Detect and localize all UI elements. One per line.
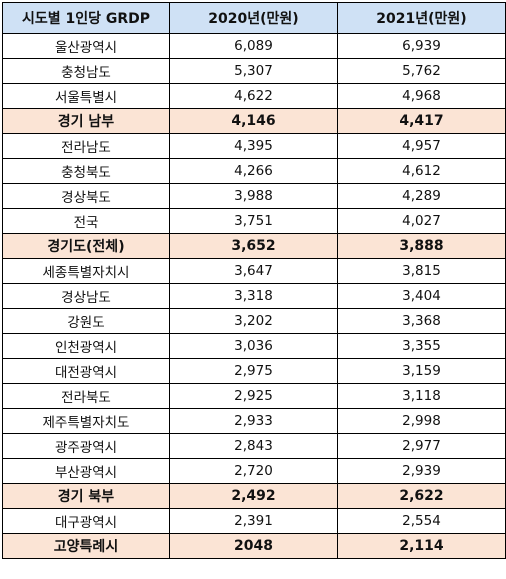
value-2021-cell: 4,027 bbox=[337, 208, 506, 234]
value-2020-cell: 3,318 bbox=[169, 283, 338, 309]
value-2021-cell: 4,612 bbox=[337, 158, 506, 184]
value-2021-cell: 5,762 bbox=[337, 58, 506, 84]
value-2020-cell: 2,843 bbox=[169, 433, 338, 459]
region-cell: 경상남도 bbox=[2, 283, 170, 309]
table-row: 서울특별시 4,622 4,968 bbox=[2, 83, 506, 109]
value-2021-cell: 2,554 bbox=[337, 508, 506, 534]
value-2020-cell: 4,622 bbox=[169, 83, 338, 109]
header-2021: 2021년(만원) bbox=[337, 2, 506, 34]
region-cell: 인천광역시 bbox=[2, 333, 170, 359]
value-2021-cell: 3,404 bbox=[337, 283, 506, 309]
region-cell: 대전광역시 bbox=[2, 358, 170, 384]
table-row: 고양특례시 2048 2,114 bbox=[2, 533, 506, 559]
table-row: 경기도(전체) 3,652 3,888 bbox=[2, 233, 506, 259]
value-2021-cell: 2,998 bbox=[337, 408, 506, 434]
header-region: 시도별 1인당 GRDP bbox=[2, 2, 170, 34]
value-2021-cell: 2,114 bbox=[337, 533, 506, 559]
header-2020: 2020년(만원) bbox=[169, 2, 338, 34]
value-2020-cell: 3,751 bbox=[169, 208, 338, 234]
value-2020-cell: 6,089 bbox=[169, 33, 338, 59]
value-2020-cell: 2048 bbox=[169, 533, 338, 559]
value-2021-cell: 3,815 bbox=[337, 258, 506, 284]
value-2020-cell: 3,647 bbox=[169, 258, 338, 284]
value-2020-cell: 3,202 bbox=[169, 308, 338, 334]
value-2020-cell: 3,036 bbox=[169, 333, 338, 359]
region-cell: 광주광역시 bbox=[2, 433, 170, 459]
region-cell: 고양특례시 bbox=[2, 533, 170, 559]
table-row: 전라남도 4,395 4,957 bbox=[2, 133, 506, 159]
value-2021-cell: 6,939 bbox=[337, 33, 506, 59]
region-cell: 전라남도 bbox=[2, 133, 170, 159]
region-cell: 대구광역시 bbox=[2, 508, 170, 534]
value-2021-cell: 4,289 bbox=[337, 183, 506, 209]
table-row: 제주특별자치도 2,933 2,998 bbox=[2, 408, 506, 434]
table-row: 강원도 3,202 3,368 bbox=[2, 308, 506, 334]
region-cell: 전국 bbox=[2, 208, 170, 234]
region-cell: 경기 북부 bbox=[2, 483, 170, 509]
region-cell: 경기 남부 bbox=[2, 108, 170, 134]
table-row: 세종특별자치시 3,647 3,815 bbox=[2, 258, 506, 284]
value-2021-cell: 2,939 bbox=[337, 458, 506, 484]
region-cell: 경상북도 bbox=[2, 183, 170, 209]
region-cell: 충청북도 bbox=[2, 158, 170, 184]
value-2020-cell: 3,652 bbox=[169, 233, 338, 259]
value-2020-cell: 4,266 bbox=[169, 158, 338, 184]
region-cell: 울산광역시 bbox=[2, 33, 170, 59]
region-cell: 경기도(전체) bbox=[2, 233, 170, 259]
table-row: 충청남도 5,307 5,762 bbox=[2, 58, 506, 84]
region-cell: 제주특별자치도 bbox=[2, 408, 170, 434]
table-row: 전라북도 2,925 3,118 bbox=[2, 383, 506, 409]
value-2020-cell: 4,146 bbox=[169, 108, 338, 134]
table-row: 충청북도 4,266 4,612 bbox=[2, 158, 506, 184]
value-2020-cell: 2,925 bbox=[169, 383, 338, 409]
table-row: 광주광역시 2,843 2,977 bbox=[2, 433, 506, 459]
value-2020-cell: 3,988 bbox=[169, 183, 338, 209]
value-2020-cell: 2,492 bbox=[169, 483, 338, 509]
table-row: 울산광역시 6,089 6,939 bbox=[2, 33, 506, 59]
table-row: 대구광역시 2,391 2,554 bbox=[2, 508, 506, 534]
value-2021-cell: 3,118 bbox=[337, 383, 506, 409]
region-cell: 세종특별자치시 bbox=[2, 258, 170, 284]
region-cell: 강원도 bbox=[2, 308, 170, 334]
region-cell: 전라북도 bbox=[2, 383, 170, 409]
table-row: 인천광역시 3,036 3,355 bbox=[2, 333, 506, 359]
region-cell: 부산광역시 bbox=[2, 458, 170, 484]
table-row: 경상북도 3,988 4,289 bbox=[2, 183, 506, 209]
value-2021-cell: 4,968 bbox=[337, 83, 506, 109]
table-row: 경상남도 3,318 3,404 bbox=[2, 283, 506, 309]
value-2021-cell: 3,888 bbox=[337, 233, 506, 259]
value-2021-cell: 3,355 bbox=[337, 333, 506, 359]
value-2020-cell: 4,395 bbox=[169, 133, 338, 159]
value-2021-cell: 2,622 bbox=[337, 483, 506, 509]
grdp-table: 시도별 1인당 GRDP 2020년(만원) 2021년(만원) 울산광역시 6,… bbox=[2, 2, 506, 559]
value-2021-cell: 3,159 bbox=[337, 358, 506, 384]
region-cell: 서울특별시 bbox=[2, 83, 170, 109]
table-row: 전국 3,751 4,027 bbox=[2, 208, 506, 234]
value-2020-cell: 2,975 bbox=[169, 358, 338, 384]
table-row: 경기 북부 2,492 2,622 bbox=[2, 483, 506, 509]
header-row: 시도별 1인당 GRDP 2020년(만원) 2021년(만원) bbox=[2, 2, 506, 34]
table-body: 울산광역시 6,089 6,939 충청남도 5,307 5,762 서울특별시 4,622 4… bbox=[2, 33, 506, 559]
region-cell: 충청남도 bbox=[2, 58, 170, 84]
table-row: 대전광역시 2,975 3,159 bbox=[2, 358, 506, 384]
value-2020-cell: 2,933 bbox=[169, 408, 338, 434]
value-2020-cell: 5,307 bbox=[169, 58, 338, 84]
value-2021-cell: 2,977 bbox=[337, 433, 506, 459]
value-2020-cell: 2,720 bbox=[169, 458, 338, 484]
table-row: 경기 남부 4,146 4,417 bbox=[2, 108, 506, 134]
value-2021-cell: 4,957 bbox=[337, 133, 506, 159]
table-row: 부산광역시 2,720 2,939 bbox=[2, 458, 506, 484]
value-2021-cell: 4,417 bbox=[337, 108, 506, 134]
value-2020-cell: 2,391 bbox=[169, 508, 338, 534]
value-2021-cell: 3,368 bbox=[337, 308, 506, 334]
